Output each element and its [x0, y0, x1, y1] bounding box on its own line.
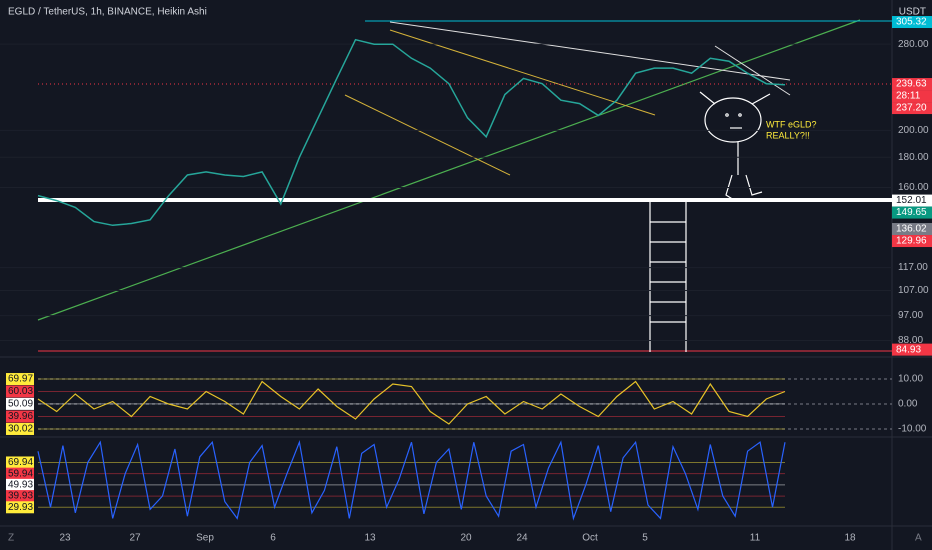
- level-badge: [6, 410, 34, 423]
- level-badge: [6, 456, 34, 469]
- level-badge: [6, 373, 34, 386]
- y-tick-label: 180.00: [898, 152, 929, 163]
- y-tick-label: 200.00: [898, 125, 929, 136]
- x-tick-label: Sep: [196, 533, 214, 544]
- x-tick-label: 20: [460, 533, 472, 544]
- level-label: 49.93: [8, 480, 33, 491]
- badge-box: [892, 223, 932, 236]
- price-badge: 84.93: [892, 343, 932, 356]
- y-tick-label: 160.00: [898, 182, 929, 193]
- badge-box: [892, 16, 932, 29]
- badge-label: 239.63: [896, 79, 927, 90]
- y-tick-label: -10.00: [898, 424, 927, 435]
- price-badge: 28:11: [892, 90, 932, 103]
- x-tick-label: 27: [129, 533, 141, 544]
- level-label: 30.02: [8, 424, 33, 435]
- ladder: [649, 202, 687, 352]
- level-badge: [6, 478, 34, 491]
- level-badge: [6, 501, 34, 514]
- y-tick-label: 88.00: [898, 335, 923, 346]
- level-label: 50.09: [8, 399, 33, 410]
- x-tick-label: 11: [750, 533, 761, 544]
- x-tick-label: 24: [516, 533, 528, 544]
- level-label: 69.97: [8, 374, 33, 385]
- level-badge: [6, 422, 34, 435]
- level-label: 59.94: [8, 468, 33, 479]
- annotation: WTF eGLD?: [766, 119, 817, 129]
- x-tick-label: Oct: [582, 533, 598, 544]
- level-badge: [6, 397, 34, 410]
- badge-label: 129.96: [896, 236, 927, 247]
- level-label: 60.03: [8, 386, 33, 397]
- badge-label: 305.32: [896, 17, 927, 28]
- currency-label: USDT: [899, 7, 926, 18]
- badge-label: 149.65: [896, 207, 927, 218]
- badge-box: [892, 206, 932, 219]
- badge-label: 28:11: [896, 91, 921, 102]
- level-badge: [6, 385, 34, 398]
- badge-label: 136.02: [896, 224, 927, 235]
- y-tick-label: 97.00: [898, 310, 923, 321]
- x-tick-label: 5: [642, 533, 648, 544]
- y-tick-label: 117.00: [898, 262, 928, 273]
- y-tick-label: 107.00: [898, 285, 929, 296]
- badge-label: 237.20: [896, 103, 927, 114]
- x-tick-label: 18: [844, 533, 856, 544]
- price-line: [37, 38, 786, 227]
- badge-box: [892, 102, 932, 115]
- level-badge: [6, 467, 34, 480]
- badge-label: 152.01: [896, 195, 927, 206]
- badge-box: [892, 235, 932, 248]
- badge-label: 84.93: [896, 344, 921, 355]
- price-badge: 152.01: [892, 194, 932, 207]
- price-badge: 305.32: [892, 16, 932, 29]
- badge-box: [892, 90, 932, 103]
- level-label: 39.96: [8, 411, 33, 422]
- trend-line: [344, 94, 511, 176]
- trend-line: [714, 45, 791, 96]
- corner-icon: Z: [8, 533, 14, 544]
- x-tick-label: 13: [364, 533, 376, 544]
- badge-box: [892, 78, 932, 91]
- x-tick-label: 23: [59, 533, 71, 544]
- badge-box: [892, 194, 932, 207]
- oscillator-line: [37, 380, 786, 425]
- price-badge: 237.20: [892, 102, 932, 115]
- oscillator-line: [37, 440, 786, 521]
- x-tick-label: 6: [270, 533, 276, 544]
- price-badge: 129.96: [892, 235, 932, 248]
- chart-symbol: EGLD / TetherUS, 1h, BINANCE, Heikin Ash…: [8, 7, 207, 18]
- level-label: 69.94: [8, 457, 33, 468]
- y-tick-label: 0.00: [898, 399, 918, 410]
- level-label: 29.93: [8, 502, 33, 513]
- trend-line: [389, 21, 791, 81]
- stick-figure: [699, 91, 771, 201]
- y-tick-label: 280.00: [898, 39, 929, 50]
- price-badge: 149.65: [892, 206, 932, 219]
- corner-icon: A: [915, 533, 922, 544]
- price-badge: 136.02: [892, 223, 932, 236]
- level-label: 39.93: [8, 491, 33, 502]
- level-badge: [6, 490, 34, 503]
- badge-box: [892, 343, 932, 356]
- annotation: REALLY?!!: [766, 130, 810, 140]
- y-tick-label: 10.00: [898, 374, 923, 385]
- price-badge: 239.63: [892, 78, 932, 91]
